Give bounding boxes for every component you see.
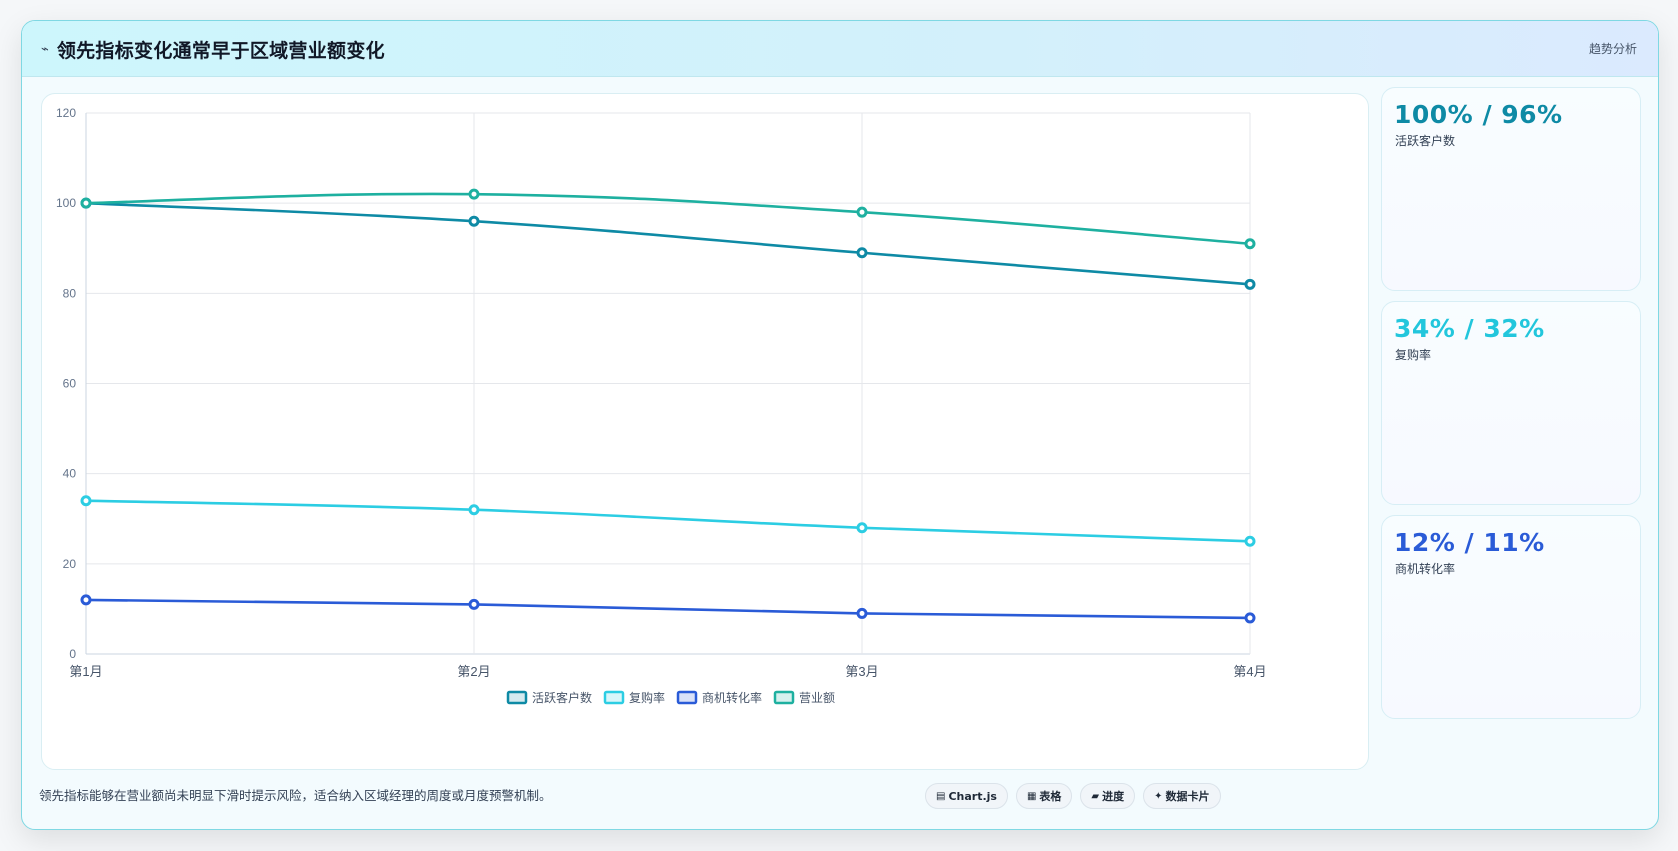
x-tick-label: 第4月 <box>1233 664 1266 679</box>
series-line-1 <box>84 201 1252 286</box>
y-tick-label: 60 <box>63 377 77 391</box>
chip-chartjs[interactable]: ▤ Chart.js <box>925 783 1008 809</box>
data-point <box>1244 238 1256 250</box>
x-tick-label: 第3月 <box>845 664 878 679</box>
legend-label: 商机转化率 <box>702 690 762 705</box>
data-point <box>1244 278 1256 290</box>
kpi-label: 商机转化率 <box>1395 562 1456 576</box>
kpi-card-active-customers: 100% / 96% 活跃客户数 <box>1381 87 1641 291</box>
series-line-2 <box>84 499 1252 543</box>
x-tick-label: 第1月 <box>69 664 102 679</box>
y-tick-label: 40 <box>63 467 77 481</box>
data-point <box>1244 612 1256 624</box>
data-point <box>468 598 480 610</box>
legend-label: 活跃客户数 <box>532 690 592 705</box>
section-tag: 趋势分析 <box>1588 42 1637 56</box>
chart-panel: 0 20 40 60 80 100 120 第1月 第2月 第3月 第4月活跃客户数 复购率 商机转化率… <box>41 93 1369 770</box>
legend-swatch <box>603 690 625 705</box>
chip-label: 表格 <box>1039 790 1062 803</box>
progress-icon: ▰ <box>1091 790 1100 802</box>
kpi-label: 复购率 <box>1395 348 1432 362</box>
y-tick-label: 120 <box>56 106 76 120</box>
kpi-value: 34% / 32% <box>1394 314 1545 343</box>
data-point <box>80 495 92 507</box>
card-header: ⌁ 领先指标变化通常早于区域营业额变化 趋势分析 <box>22 21 1658 77</box>
data-point <box>856 607 868 619</box>
kpi-card-repurchase-rate: 34% / 32% 复购率 <box>1381 301 1641 505</box>
series-line-3 <box>84 598 1252 620</box>
kpi-card-conversion-rate: 12% / 11% 商机转化率 <box>1381 515 1641 719</box>
data-point <box>80 197 92 209</box>
y-tick-label: 100 <box>56 196 76 210</box>
chip-progress[interactable]: ▰ 进度 <box>1080 783 1136 809</box>
x-tick-label: 第2月 <box>457 664 490 679</box>
chip-label: 进度 <box>1102 790 1125 803</box>
y-tick-label: 80 <box>63 286 77 300</box>
legend-swatch <box>506 690 528 705</box>
y-tick-label: 0 <box>69 647 76 661</box>
title-wrap: ⌁ 领先指标变化通常早于区域营业额变化 <box>41 36 385 63</box>
data-point <box>80 594 92 606</box>
tech-chips: ▤ Chart.js ▦ 表格 ▰ 进度 ✦ 数据卡片 <box>925 783 1229 809</box>
kpi-value: 100% / 96% <box>1394 100 1563 129</box>
data-point <box>468 188 480 200</box>
data-point <box>856 522 868 534</box>
chip-data-card[interactable]: ✦ 数据卡片 <box>1143 783 1221 809</box>
data-point <box>468 215 480 227</box>
data-point <box>856 206 868 218</box>
y-tick-label: 20 <box>63 557 77 571</box>
legend-label: 复购率 <box>629 690 665 705</box>
data-point <box>1244 535 1256 547</box>
chip-label: 数据卡片 <box>1165 790 1210 803</box>
legend-swatch <box>773 690 795 705</box>
chip-label: Chart.js <box>948 789 997 803</box>
chip-table[interactable]: ▦ 表格 <box>1015 783 1073 809</box>
trend-icon: ⌁ <box>41 42 49 57</box>
data-point <box>856 247 868 259</box>
data-point <box>468 504 480 516</box>
series-line-4 <box>84 192 1252 246</box>
kpi-value: 12% / 11% <box>1394 528 1545 557</box>
chart-icon: ▤ <box>936 790 946 802</box>
table-icon: ▦ <box>1026 790 1037 802</box>
legend-label: 营业额 <box>799 691 835 705</box>
kpi-label: 活跃客户数 <box>1395 134 1456 148</box>
trend-card: ⌁ 领先指标变化通常早于区域营业额变化 趋势分析 0 20 40 60 80 100 120… <box>21 20 1659 830</box>
page-title: 领先指标变化通常早于区域营业额变化 <box>56 40 385 62</box>
legend-swatch <box>676 690 698 705</box>
footnote: 领先指标能够在营业额尚未明显下滑时提示风险，适合纳入区域经理的周度或月度预警机制… <box>39 788 552 803</box>
sparkle-icon: ✦ <box>1154 790 1163 802</box>
